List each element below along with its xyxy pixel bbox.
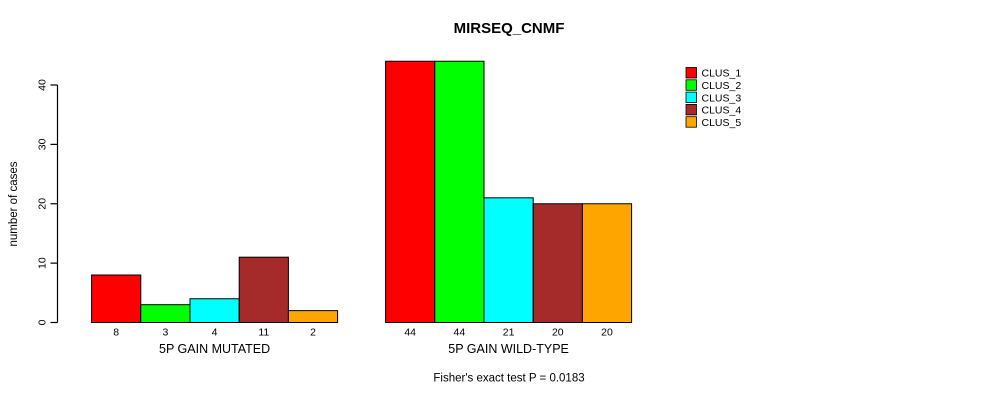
bar-clus_2 bbox=[140, 304, 191, 323]
legend-swatch-clus_2 bbox=[685, 79, 697, 91]
bar-value-label: 2 bbox=[310, 327, 316, 339]
bar-clus_4 bbox=[238, 256, 289, 323]
bar-value-label: 3 bbox=[162, 327, 168, 339]
group-label-wild-type: 5P GAIN WILD-TYPE bbox=[448, 342, 569, 356]
legend-swatch-clus_1 bbox=[685, 67, 697, 79]
y-tick-label: 0 bbox=[37, 319, 49, 325]
bar-clus_3 bbox=[483, 197, 534, 323]
bar-clus_1 bbox=[385, 60, 436, 323]
y-tick-label: 40 bbox=[37, 79, 49, 91]
y-axis: 0 10 20 30 40 bbox=[37, 79, 59, 325]
bar-value-label: 44 bbox=[404, 327, 416, 339]
bar-value-label: 4 bbox=[212, 327, 218, 339]
bar-clus_2 bbox=[434, 60, 485, 323]
bar-clus_5 bbox=[287, 310, 339, 323]
bar-clus_5 bbox=[581, 203, 633, 323]
legend-label-clus_2: CLUS_2 bbox=[702, 80, 742, 92]
fisher-test-caption: Fisher's exact test P = 0.0183 bbox=[433, 373, 584, 385]
y-tick-label: 30 bbox=[37, 138, 49, 150]
group-label-mutated: 5P GAIN MUTATED bbox=[159, 342, 270, 356]
bar-value-label: 20 bbox=[601, 327, 613, 339]
legend-label-clus_1: CLUS_1 bbox=[702, 68, 742, 80]
bar-value-label: 11 bbox=[258, 327, 269, 339]
bar-clus_3 bbox=[189, 298, 240, 323]
bar-clus_4 bbox=[532, 203, 583, 323]
y-axis-label: number of cases bbox=[8, 161, 20, 246]
legend-swatch-clus_4 bbox=[685, 104, 697, 116]
legend-swatch-clus_3 bbox=[685, 91, 697, 103]
bar-clus_1 bbox=[91, 274, 142, 323]
legend-label-clus_5: CLUS_5 bbox=[702, 117, 742, 129]
legend-label-clus_3: CLUS_3 bbox=[702, 92, 742, 104]
bar-value-label: 21 bbox=[503, 327, 515, 339]
chart-title: MIRSEQ_CNMF bbox=[454, 20, 565, 37]
legend-label-clus_4: CLUS_4 bbox=[702, 105, 742, 117]
legend-swatch-clus_5 bbox=[685, 116, 697, 128]
bars bbox=[91, 60, 633, 323]
bar-value-label: 44 bbox=[454, 327, 466, 339]
bar-value-label: 20 bbox=[552, 327, 564, 339]
bar-value-labels: 8 3 4 11 2 44 44 21 20 20 bbox=[113, 327, 613, 339]
y-tick-label: 20 bbox=[37, 198, 49, 210]
bar-value-label: 8 bbox=[113, 327, 119, 339]
y-tick-label: 10 bbox=[37, 257, 49, 269]
